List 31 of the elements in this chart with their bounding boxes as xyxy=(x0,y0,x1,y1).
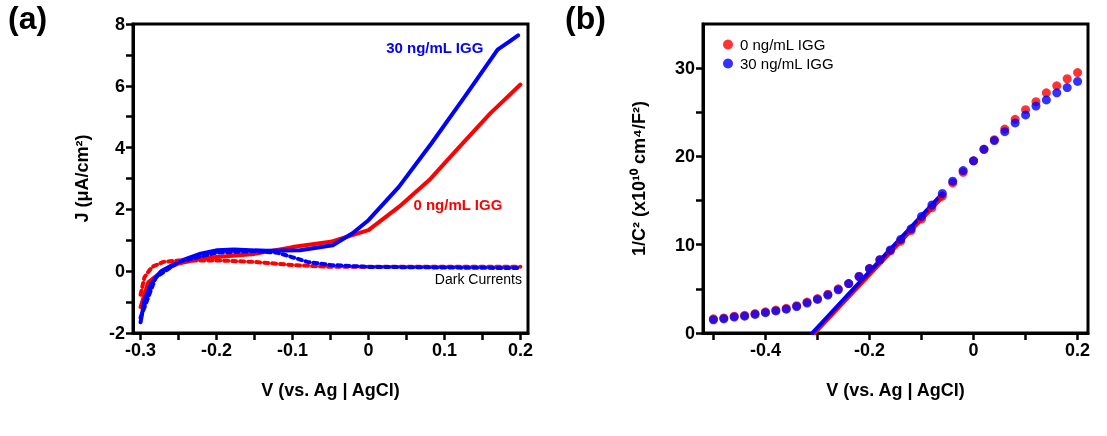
y-axis-title: 1/C² (x10¹⁰ cm⁴/F²) xyxy=(629,101,649,256)
text: (a) xyxy=(8,0,48,36)
x-tick-label: -0.1 xyxy=(277,340,309,360)
y-tick-label: 30 xyxy=(674,58,695,79)
y-tick-label: 6 xyxy=(114,75,125,96)
text: (b) xyxy=(565,0,606,36)
x-tick-label: 0.2 xyxy=(1065,340,1091,360)
y-tick-label: 8 xyxy=(114,14,125,34)
y-tick-label: -2 xyxy=(108,323,125,343)
y-tick-label: 2 xyxy=(114,199,125,220)
y-tick-label: 4 xyxy=(114,137,125,158)
legend-label: 0 ng/mL IGG xyxy=(740,36,826,53)
x-tick-label: -0.3 xyxy=(125,340,157,360)
y-tick-label: 20 xyxy=(674,146,695,167)
legend-label: 30 ng/mL IGG xyxy=(740,55,834,72)
x-tick-label: -0.2 xyxy=(853,340,885,360)
annotation: Dark Currents xyxy=(434,271,523,287)
x-tick-label: 0.2 xyxy=(507,340,533,360)
x-tick-label: 0 xyxy=(968,340,979,360)
y-tick-label: 0 xyxy=(114,261,125,282)
series-label: 30 ng/mL IGG xyxy=(386,38,484,56)
x-tick-label: 0.1 xyxy=(431,340,457,360)
y-tick-label: 0 xyxy=(684,323,695,343)
x-axis-title: V (vs. Ag | AgCl) xyxy=(826,380,965,400)
x-tick-label: -0.4 xyxy=(749,340,781,360)
x-tick-label: 0 xyxy=(363,340,374,360)
series-label: 0 ng/mL IGG xyxy=(413,196,503,214)
y-tick-label: 10 xyxy=(674,234,695,255)
y-axis-title: J (μA/cm²) xyxy=(72,134,92,223)
x-axis-title: V (vs. Ag | AgCl) xyxy=(261,380,400,400)
x-tick-label: -0.2 xyxy=(201,340,233,360)
